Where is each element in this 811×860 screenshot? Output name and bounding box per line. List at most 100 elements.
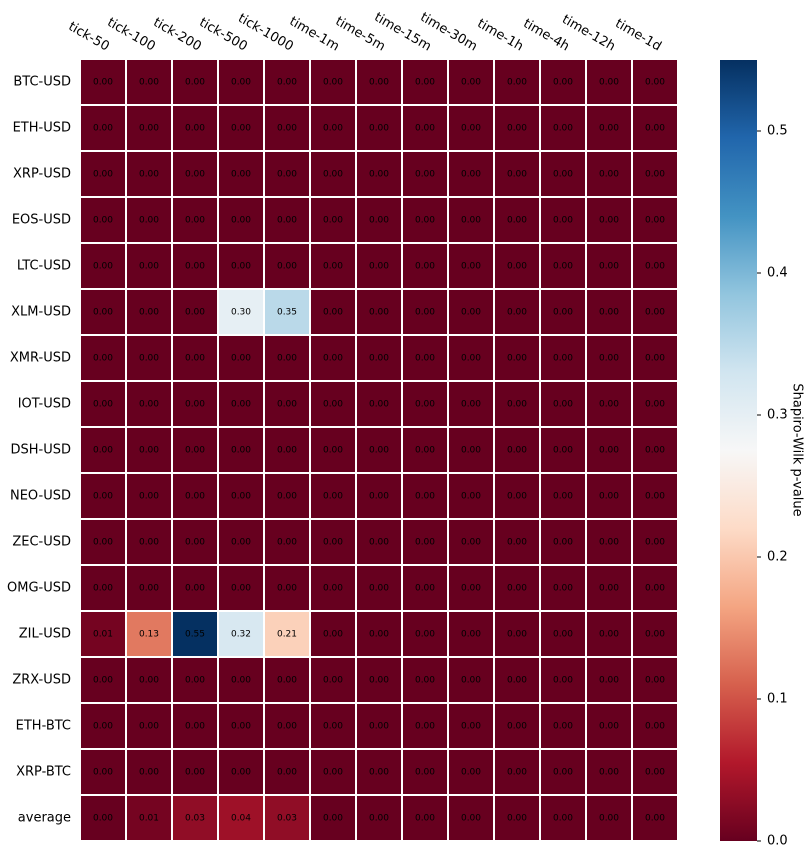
cell <box>403 198 447 242</box>
cell-label: 0.04 <box>231 814 251 824</box>
cell <box>173 60 217 104</box>
cell <box>403 566 447 610</box>
cell <box>265 106 309 150</box>
cell-label: 0.00 <box>93 584 113 594</box>
cell-label: 0.00 <box>599 262 619 272</box>
cell-label: 0.00 <box>231 768 251 778</box>
cell-label: 0.00 <box>93 308 113 318</box>
cell-label: 0.00 <box>645 722 665 732</box>
colorbar-tick-label: 0.0 <box>767 834 788 849</box>
cell-label: 0.00 <box>139 354 159 364</box>
colorbar-tick-label: 0.3 <box>767 408 788 423</box>
cell <box>449 704 493 748</box>
cell <box>449 106 493 150</box>
cell-label: 0.00 <box>231 722 251 732</box>
cell <box>81 658 125 702</box>
cell <box>357 152 401 196</box>
cell <box>219 336 263 380</box>
cell-label: 0.00 <box>139 170 159 180</box>
cell <box>265 336 309 380</box>
cell-label: 0.00 <box>645 308 665 318</box>
cell-label: 0.00 <box>507 492 527 502</box>
cell-label: 0.00 <box>507 722 527 732</box>
cell-label: 0.00 <box>277 446 297 456</box>
cell <box>311 290 355 334</box>
cell-label: 0.00 <box>369 78 389 88</box>
cell <box>311 612 355 656</box>
cell-label: 0.00 <box>461 630 481 640</box>
cell <box>541 520 585 564</box>
cell <box>81 566 125 610</box>
cell <box>311 60 355 104</box>
cell <box>633 60 677 104</box>
cell-label: 0.00 <box>599 446 619 456</box>
cell-label: 0.00 <box>507 216 527 226</box>
cell <box>127 152 171 196</box>
cell <box>219 106 263 150</box>
cell-label: 0.00 <box>645 216 665 226</box>
cell-label: 0.35 <box>277 308 297 318</box>
cell <box>81 106 125 150</box>
cell-label: 0.00 <box>139 492 159 502</box>
cell-label: 0.00 <box>507 308 527 318</box>
cell <box>265 428 309 472</box>
cell <box>219 612 263 656</box>
cell <box>633 152 677 196</box>
y-tick-label: XRP-USD <box>13 167 71 182</box>
cell-label: 0.00 <box>185 78 205 88</box>
cell <box>173 704 217 748</box>
cell <box>173 290 217 334</box>
cell-label: 0.00 <box>553 446 573 456</box>
cell-label: 0.00 <box>553 216 573 226</box>
cell <box>219 566 263 610</box>
cell-label: 0.00 <box>185 538 205 548</box>
x-tick-label: tick-100 <box>104 15 157 54</box>
cell <box>633 336 677 380</box>
cell-label: 0.00 <box>553 722 573 732</box>
cell-label: 0.00 <box>185 400 205 410</box>
cell <box>357 290 401 334</box>
cell <box>81 152 125 196</box>
cell-label: 0.00 <box>185 722 205 732</box>
cell-label: 0.00 <box>553 308 573 318</box>
cell-label: 0.00 <box>323 446 343 456</box>
cell-label: 0.00 <box>415 308 435 318</box>
cell-label: 0.00 <box>507 630 527 640</box>
cell-label: 0.00 <box>507 814 527 824</box>
cell <box>265 612 309 656</box>
cell-label: 0.00 <box>553 124 573 134</box>
y-tick-label: IOT-USD <box>18 397 71 412</box>
cell-label: 0.00 <box>139 216 159 226</box>
cell-label: 0.00 <box>185 584 205 594</box>
colorbar <box>720 60 757 841</box>
cell-label: 0.00 <box>553 354 573 364</box>
cell <box>265 704 309 748</box>
cell-label: 0.00 <box>507 768 527 778</box>
x-tick-label: tick-50 <box>66 19 112 54</box>
cell-label: 0.00 <box>461 262 481 272</box>
cell <box>633 244 677 288</box>
cell-label: 0.00 <box>461 216 481 226</box>
cell <box>311 382 355 426</box>
y-tick-label: LTC-USD <box>17 259 71 274</box>
cell-label: 0.00 <box>231 170 251 180</box>
cell-label: 0.00 <box>369 584 389 594</box>
cell <box>81 474 125 518</box>
cell <box>127 612 171 656</box>
cell-label: 0.00 <box>369 400 389 410</box>
cell <box>173 612 217 656</box>
cell <box>495 750 539 794</box>
cell-label: 0.00 <box>599 400 619 410</box>
cell <box>173 382 217 426</box>
cell <box>495 796 539 840</box>
cell <box>311 520 355 564</box>
cell <box>495 152 539 196</box>
cell-label: 0.00 <box>93 400 113 410</box>
y-tick-label: ETH-USD <box>13 121 71 136</box>
cell-label: 0.00 <box>415 630 435 640</box>
cell <box>449 612 493 656</box>
cell <box>81 520 125 564</box>
cell-label: 0.00 <box>277 354 297 364</box>
cell-label: 0.00 <box>93 170 113 180</box>
